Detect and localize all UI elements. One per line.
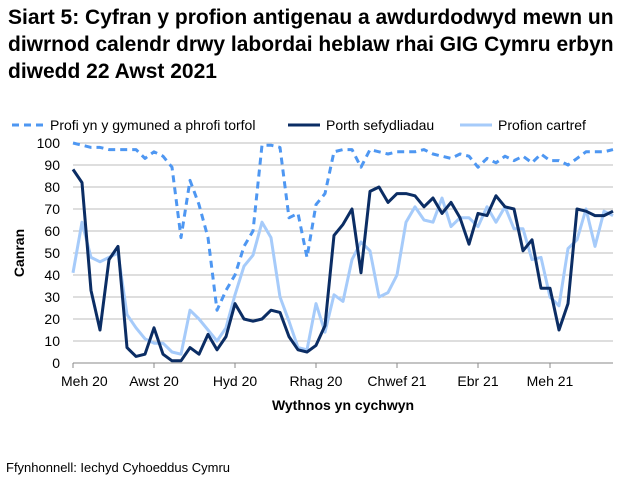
y-tick-label: 20 <box>44 311 60 327</box>
series-line-1 <box>71 168 614 363</box>
y-tick-label: 40 <box>44 267 60 283</box>
legend-label: Porth sefydliadau <box>326 117 434 133</box>
x-tick-label: Ebr 21 <box>457 373 498 389</box>
x-tick-label: Meh 21 <box>527 373 574 389</box>
y-tick-label: 100 <box>37 135 61 151</box>
y-tick-label: 30 <box>44 289 60 305</box>
x-tick-label: Chwef 21 <box>367 373 426 389</box>
y-tick-label: 80 <box>44 179 60 195</box>
legend-label: Profion cartref <box>498 117 586 133</box>
y-axis-label: Canran <box>11 229 27 277</box>
y-tick-label: 50 <box>44 245 60 261</box>
x-tick-label: Hyd 20 <box>213 373 258 389</box>
x-tick-label: Awst 20 <box>129 373 179 389</box>
y-tick-label: 70 <box>44 201 60 217</box>
y-tick-label: 0 <box>52 355 60 371</box>
x-axis-label: Wythnos yn cychwyn <box>272 397 414 413</box>
y-tick-label: 60 <box>44 223 60 239</box>
series-line-2 <box>71 196 614 356</box>
x-tick-label: Rhag 20 <box>290 373 343 389</box>
legend-label: Profi yn y gymuned a phrofi torfol <box>50 117 255 133</box>
source-note: Ffynhonnell: Iechyd Cyhoeddus Cymru <box>6 460 231 475</box>
series-line-0 <box>72 141 614 312</box>
y-tick-label: 10 <box>44 333 60 349</box>
chart-title: Siart 5: Cyfran y profion antigenau a aw… <box>8 6 614 83</box>
x-tick-label: Meh 20 <box>61 373 108 389</box>
y-tick-label: 90 <box>44 157 60 173</box>
